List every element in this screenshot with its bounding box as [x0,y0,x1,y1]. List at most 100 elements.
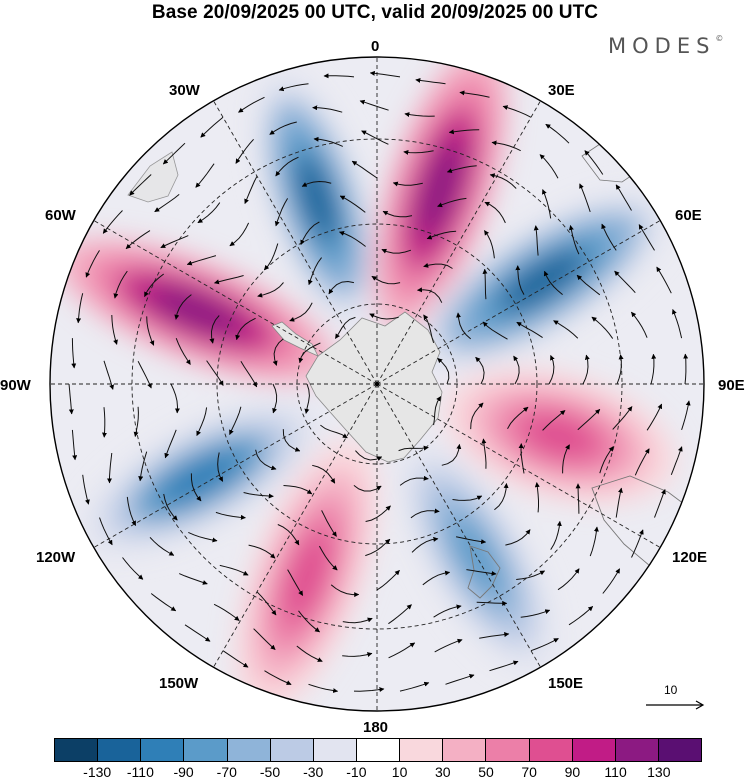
meridian-line [213,100,378,385]
streamline-arrow [243,492,274,499]
colorbar-swatch [658,739,702,761]
streamline-arrow [476,600,508,606]
streamline-arrow [491,140,521,152]
streamline-arrow [312,464,336,484]
meridian-line [376,383,661,548]
streamline-arrow [355,450,383,461]
brand-logo: MODES© [608,34,723,58]
streamline-arrow [200,116,224,138]
streamline-arrow [515,265,525,295]
streamline-arrow [388,642,416,659]
colorbar-swatch [141,739,185,761]
streamline-arrow [133,406,139,437]
label-lon-120w: 120W [36,549,76,566]
streamline-arrow [530,638,559,652]
streamline-arrow [174,294,192,320]
streamline-arrow [323,73,355,79]
streamline-arrow [244,175,258,205]
label-lon-30e: 30E [548,82,575,99]
streamline-arrow [577,409,601,431]
streamline-arrow [681,400,691,431]
colorbar-swatch [55,739,99,761]
streamline-arrow [542,189,552,219]
colorbar-tick-label: 70 [521,764,537,780]
streamline-arrow [601,223,617,251]
streamline-arrow [539,154,559,179]
streamline-arrow [417,287,443,303]
streamline-arrow [334,316,356,339]
streamline-arrow [584,150,604,175]
streamline-arrow [392,181,423,187]
streamline-arrow [274,198,289,227]
streamline-arrow [351,160,378,179]
streamline-arrow [365,538,391,557]
streamline-arrow [197,202,221,224]
streamline-arrow [215,511,246,520]
streamline-arrow [209,315,220,344]
colorbar-swatch [184,739,228,761]
streamline-arrow [562,444,570,474]
streamline-arrow [238,96,265,113]
streamline-arrow [410,508,440,519]
streamline-arrow [470,402,484,430]
streamline-arrow [433,604,462,618]
south-pole-marker [374,381,380,387]
colorbar-swatch [615,739,659,761]
streamline-arrow [599,446,614,474]
streamline-arrow [650,353,657,385]
colorbar-swatch [313,739,357,761]
streamline-arrow [481,438,487,469]
streamline-arrow [144,273,165,298]
streamline-arrow [513,355,520,385]
colorbar-swatch [227,739,271,761]
streamline-arrow [263,243,279,271]
streamline-arrow [150,593,177,612]
streamline-arrow [278,83,309,92]
streamline-arrow [206,360,224,386]
streamline-arrow [672,309,683,339]
label-lon-120e: 120E [672,549,708,566]
streamline-arrow [296,645,323,662]
streamline-arrow [437,197,467,208]
streamline-arrow [255,449,277,471]
streamline-arrow [545,123,570,144]
anomaly-lobe [295,154,338,243]
streamline-arrow [214,275,244,285]
colorbar-ticks: -130 -110 -90 -70 -50 -30 -10 10 30 50 70 90 110 130 [54,764,702,783]
streamline-arrow [398,445,429,452]
streamline-arrow [217,452,224,482]
streamline-arrow [235,317,256,341]
anomaly-lobe [498,249,587,312]
streamline-arrow [283,485,313,495]
streamline-arrow [638,224,655,251]
streamline-arrow [455,536,487,545]
meridian-line [213,383,378,668]
streamline-arrow [213,603,240,621]
colorbar-tick-label: -30 [303,764,324,780]
streamline-arrow [489,173,517,189]
streamline-arrow [277,524,300,546]
anomaly-lobe [282,529,332,624]
streamline-arrow [229,222,250,247]
streamline-arrow [359,99,389,111]
streamline-arrow [196,407,208,437]
streamline-arrow [466,569,497,576]
streamline-arrow [602,568,621,594]
colorbar-swatch [270,739,314,761]
streamline-arrow [426,230,457,240]
streamline-arrow [452,495,483,501]
streamline-arrow [219,564,249,576]
antarctica-landmass [305,311,443,463]
streamline-arrow [507,406,529,430]
label-lon-90e: 90E [718,377,745,394]
streamline-arrow [482,268,488,300]
streamline-arrow [289,302,313,322]
streamline-arrow [589,526,599,557]
label-lon-30w: 30W [169,82,200,99]
streamline-arrow [482,321,508,340]
streamline-arrow [170,383,180,414]
streamline-arrow [301,180,332,187]
colorbar-tick-label: 130 [647,764,671,780]
streamline-arrow [190,473,202,502]
streamline-arrow [441,443,462,466]
